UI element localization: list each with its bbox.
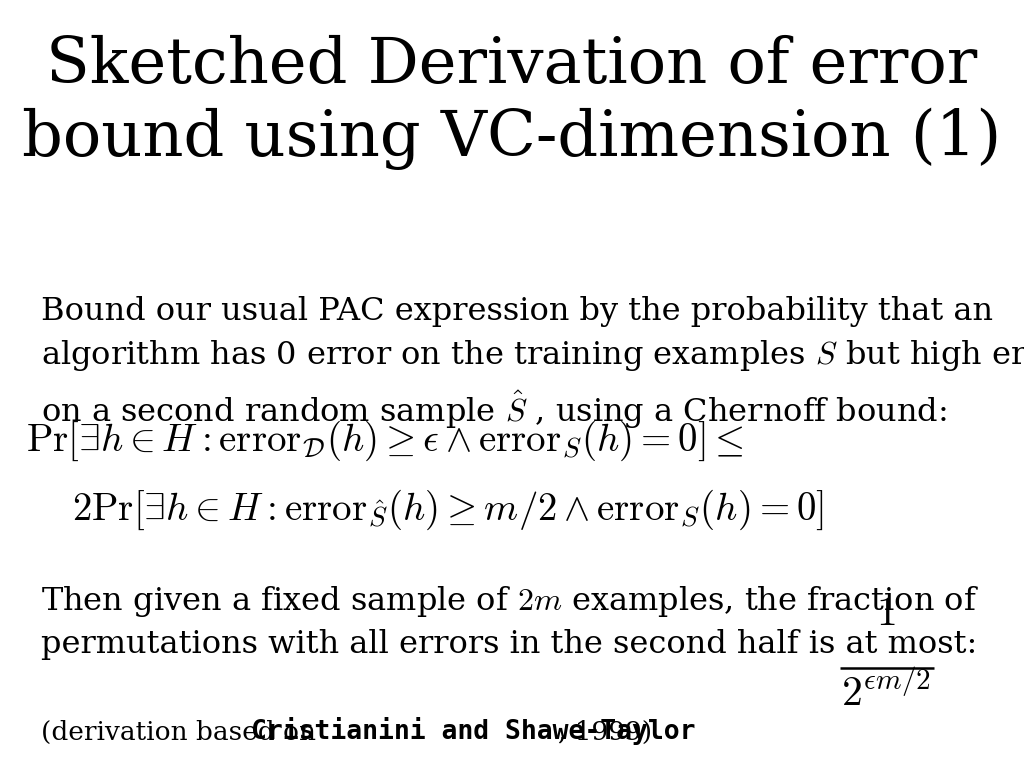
Text: $2\Pr[\exists h \in H: \mathrm{error}_{\hat{S}}(h) \geq m/2 \wedge \mathrm{error: $2\Pr[\exists h \in H: \mathrm{error}_{\…	[72, 488, 823, 532]
Text: Sketched Derivation of error
bound using VC-dimension (1): Sketched Derivation of error bound using…	[23, 35, 1001, 170]
Text: $2^{\epsilon m/2}$: $2^{\epsilon m/2}$	[841, 672, 931, 714]
Text: $\Pr[\exists h \in H: \mathrm{error}_{\mathcal{D}}(h) \geq \epsilon \wedge \math: $\Pr[\exists h \in H: \mathrm{error}_{\m…	[26, 419, 743, 463]
Text: Then given a fixed sample of $2m$ examples, the fraction of
permutations with al: Then given a fixed sample of $2m$ exampl…	[41, 584, 979, 660]
Text: Bound our usual PAC expression by the probability that an
algorithm has 0 error : Bound our usual PAC expression by the pr…	[41, 296, 1024, 432]
Text: Cristianini and Shawe-Taylor: Cristianini and Shawe-Taylor	[251, 717, 695, 745]
Text: (derivation based on: (derivation based on	[41, 720, 325, 745]
Text: , 1999): , 1999)	[558, 720, 652, 745]
Text: $1$: $1$	[876, 591, 896, 634]
